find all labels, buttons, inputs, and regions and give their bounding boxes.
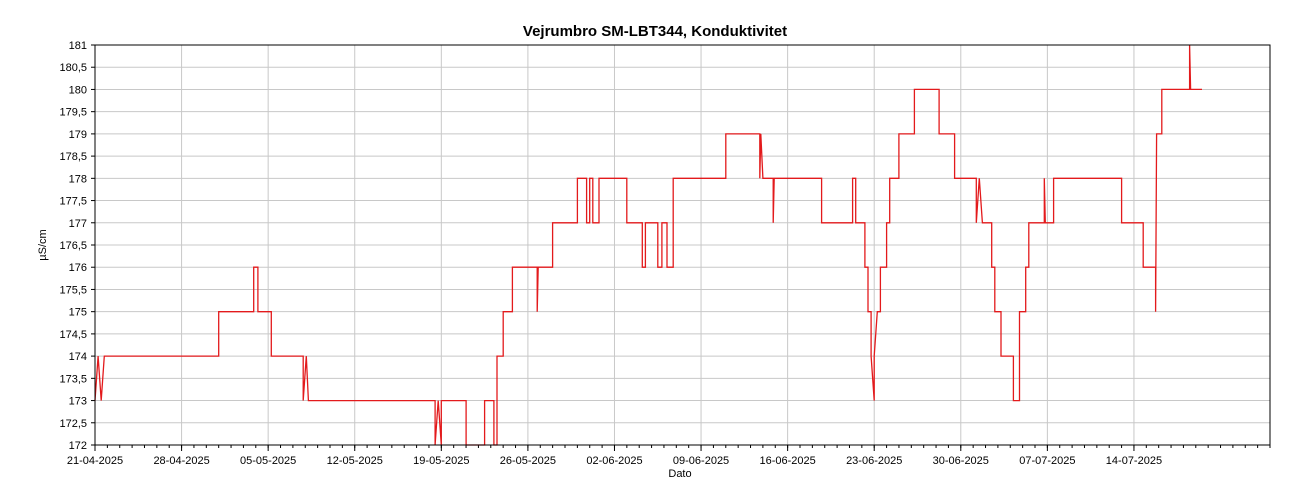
- chart-title: Vejrumbro SM-LBT344, Konduktivitet: [523, 23, 787, 40]
- y-tick-label: 173: [69, 396, 87, 408]
- y-tick-label: 174,5: [59, 329, 87, 341]
- x-axis-label: Dato: [668, 468, 691, 480]
- y-tick-label: 178,5: [59, 151, 87, 163]
- y-tick-label: 172,5: [59, 418, 87, 430]
- x-tick-label: 30-06-2025: [933, 455, 989, 467]
- x-tick-label: 05-05-2025: [240, 455, 296, 467]
- y-axis-ticks: 172 172,5 173 173,5 174 174,5 175 175,5 176 176,5…: [59, 40, 95, 452]
- y-tick-label: 179,5: [59, 107, 87, 119]
- x-tick-label: 12-05-2025: [327, 455, 383, 467]
- x-tick-label: 09-06-2025: [673, 455, 729, 467]
- x-tick-label: 07-07-2025: [1019, 455, 1075, 467]
- x-tick-label: 28-04-2025: [153, 455, 209, 467]
- y-tick-label: 176,5: [59, 240, 87, 252]
- plot-area-frame: [94, 44, 1271, 446]
- y-tick-label: 179: [69, 129, 87, 141]
- y-tick-label: 181: [69, 40, 87, 52]
- grid: [95, 45, 1270, 445]
- y-tick-label: 173,5: [59, 373, 87, 385]
- y-tick-label: 175,5: [59, 284, 87, 296]
- x-tick-label: 21-04-2025: [67, 455, 123, 467]
- x-axis-ticks: 21-04-2025 28-04-2025 05-05-2025 12-05-2025…: [67, 445, 1271, 467]
- x-tick-label: 02-06-2025: [586, 455, 642, 467]
- y-tick-label: 176: [69, 262, 87, 274]
- y-tick-label: 177,5: [59, 196, 87, 208]
- y-tick-label: 180,5: [59, 62, 87, 74]
- x-tick-label: 26-05-2025: [500, 455, 556, 467]
- y-tick-label: 174: [69, 351, 87, 363]
- x-tick-label: 14-07-2025: [1106, 455, 1162, 467]
- x-tick-label: 19-05-2025: [413, 455, 469, 467]
- y-tick-label: 172: [69, 440, 87, 452]
- y-tick-label: 177: [69, 218, 87, 230]
- y-tick-label: 178: [69, 173, 87, 185]
- x-tick-label: 23-06-2025: [846, 455, 902, 467]
- y-tick-label: 175: [69, 307, 87, 319]
- y-axis-label: µS/cm: [37, 229, 49, 260]
- x-tick-label: 16-06-2025: [759, 455, 815, 467]
- y-tick-label: 180: [69, 84, 87, 96]
